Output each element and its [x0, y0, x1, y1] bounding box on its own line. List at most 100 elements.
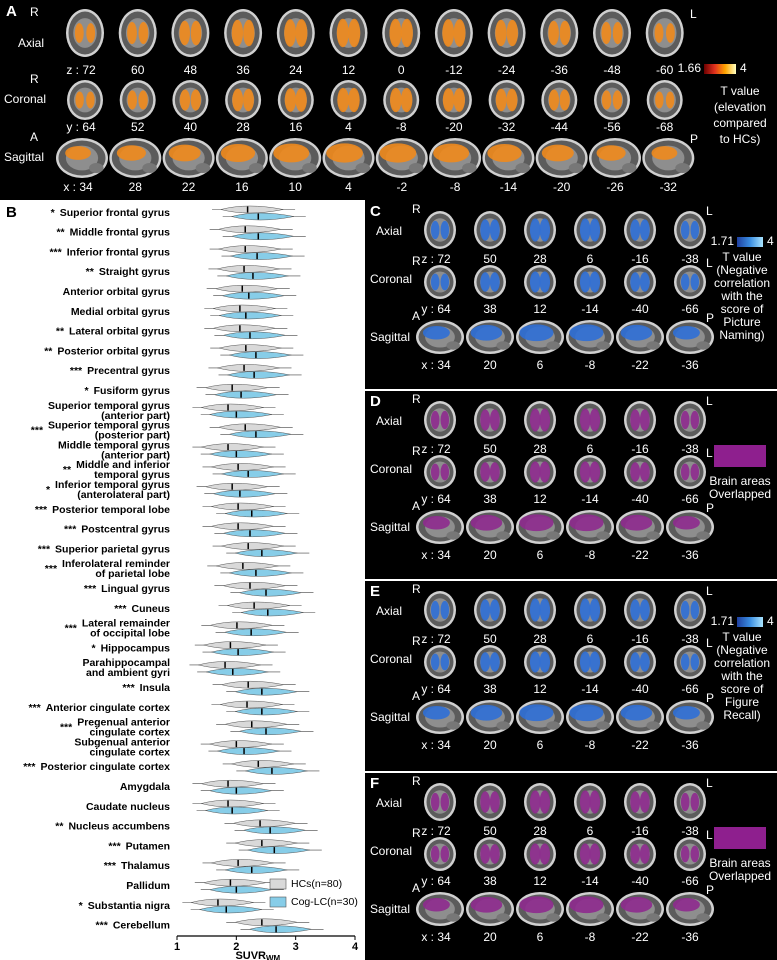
overlay — [665, 23, 675, 43]
slice-coordinate: x : 34 — [63, 180, 93, 194]
overlay — [589, 843, 601, 865]
brain-image — [574, 211, 606, 249]
overlay — [589, 651, 601, 673]
overlay — [539, 843, 551, 865]
overlay — [487, 143, 522, 163]
violin — [218, 344, 282, 352]
violin — [200, 779, 264, 788]
overlay — [589, 218, 601, 242]
view-label: Axial — [18, 36, 44, 50]
category-label: Amygdala — [120, 781, 170, 793]
slice-coordinate: -14 — [500, 180, 518, 194]
legend-text: Naming) — [719, 328, 764, 342]
overlay — [75, 91, 84, 109]
slice-coordinate: -12 — [445, 63, 463, 77]
orientation-label: A — [412, 309, 420, 323]
overlay — [630, 409, 641, 431]
category-label: Anterior cingulate cortex — [46, 702, 170, 714]
legend-text: with the — [720, 669, 763, 683]
overlay — [559, 89, 570, 111]
violin — [204, 482, 268, 491]
violin — [226, 601, 290, 610]
significance-stars: *** — [38, 543, 51, 555]
slice-coordinate: -16 — [631, 252, 649, 266]
view-label: Coronal — [370, 844, 412, 858]
slice-coordinate: -66 — [681, 874, 699, 888]
slice-coordinate: -8 — [585, 738, 596, 752]
violin — [221, 291, 285, 300]
brain-image — [109, 138, 162, 178]
violin — [226, 371, 290, 379]
overlay — [495, 19, 507, 47]
brain-image — [474, 783, 506, 821]
cerebellum — [462, 163, 477, 173]
violin — [228, 569, 292, 577]
orientation-label: A — [412, 499, 420, 513]
brain-image — [434, 9, 473, 57]
view-label: Sagittal — [4, 150, 44, 164]
slice-coordinate: -22 — [631, 930, 649, 944]
violin — [223, 628, 287, 637]
brain-image — [322, 138, 375, 178]
slice-coordinate: 50 — [483, 442, 497, 456]
colorbar-min: 1.71 — [711, 614, 735, 628]
overlay — [489, 791, 500, 813]
cerebellum — [568, 163, 584, 173]
orientation-label: L — [706, 584, 713, 598]
violin — [210, 859, 274, 867]
overlay — [326, 143, 364, 163]
slice-coordinate: z : 72 — [421, 824, 451, 838]
brain-image — [524, 265, 556, 299]
overlay — [569, 704, 604, 722]
brain-image — [424, 591, 456, 629]
colorbar-max: 4 — [767, 234, 774, 248]
panel-label: D — [370, 393, 381, 410]
violin — [200, 403, 264, 412]
slice-coordinate: z : 72 — [421, 632, 451, 646]
brain-image — [383, 80, 420, 120]
overlay — [589, 408, 601, 432]
significance-stars: *** — [84, 583, 97, 595]
overlay — [579, 598, 591, 622]
category-label: Superior temporal gyrus — [48, 400, 170, 412]
orientation-label: P — [706, 691, 714, 705]
legend-text: correlation — [714, 656, 770, 670]
brain-image — [589, 138, 641, 178]
slice-coordinate: 4 — [345, 180, 352, 194]
brain-image — [524, 645, 556, 679]
significance-stars: * — [46, 484, 51, 496]
orientation-label: R — [412, 254, 421, 268]
overlay — [680, 220, 690, 240]
overlay — [74, 23, 84, 43]
brain-image — [66, 9, 104, 57]
violin — [212, 304, 276, 313]
brain-image — [382, 9, 421, 57]
brain-image — [474, 455, 506, 489]
violin — [220, 680, 284, 689]
category-label: Putamen — [126, 840, 170, 852]
slice-coordinate: 20 — [483, 358, 497, 372]
brain-image — [466, 510, 514, 544]
view-label: Coronal — [4, 92, 46, 106]
overlay — [440, 463, 450, 481]
view-label: Sagittal — [370, 902, 410, 916]
slice-coordinate: -36 — [681, 358, 699, 372]
panel-label: E — [370, 583, 380, 600]
overlay — [548, 20, 559, 46]
overlay — [630, 599, 641, 621]
slice-coordinate: z : 72 — [421, 252, 451, 266]
brain-image — [566, 510, 614, 544]
overlay — [655, 91, 664, 109]
brain-image — [424, 211, 456, 249]
slice-coordinate: -38 — [681, 824, 699, 838]
cerebellum — [546, 531, 560, 540]
overlay — [190, 89, 201, 111]
overlay — [480, 844, 491, 864]
overlay — [273, 143, 310, 163]
brain-image — [474, 211, 506, 249]
violin — [228, 351, 292, 359]
overlay — [680, 410, 690, 430]
violin — [248, 925, 312, 934]
slice-coordinate: -32 — [498, 120, 516, 134]
view-label: Axial — [376, 604, 402, 618]
